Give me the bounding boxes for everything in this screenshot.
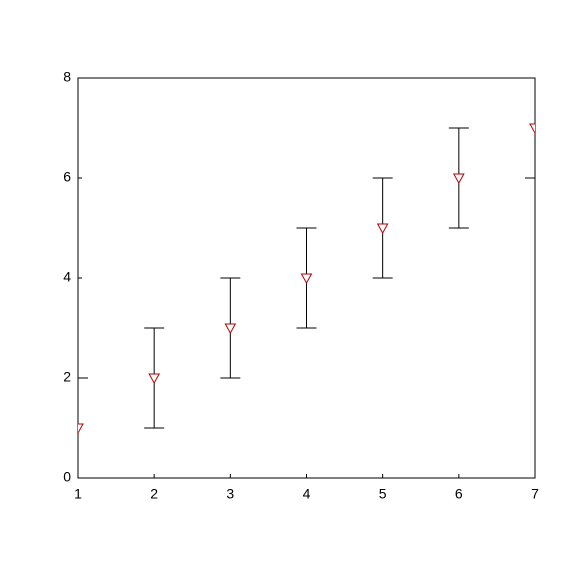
x-tick-label: 7 [531, 486, 539, 502]
point [452, 173, 465, 185]
point [148, 373, 161, 385]
error-bar [78, 377, 88, 478]
plot-area [78, 78, 535, 478]
point [224, 323, 237, 335]
point [529, 123, 535, 135]
point [376, 223, 389, 235]
y-tick-label: 8 [63, 69, 71, 85]
x-tick-label: 3 [226, 486, 234, 502]
x-tick-label: 6 [455, 486, 463, 502]
x-tick-label: 4 [303, 486, 311, 502]
y-tick-label: 4 [63, 269, 71, 285]
point [78, 423, 84, 435]
x-tick-label: 5 [379, 486, 387, 502]
y-tick-label: 2 [63, 369, 71, 385]
x-tick-label: 1 [74, 486, 82, 502]
x-tick-label: 2 [150, 486, 158, 502]
y-tick-label: 6 [63, 169, 71, 185]
y-tick-label: 0 [63, 469, 71, 485]
point [300, 273, 313, 285]
error-bar [525, 78, 535, 179]
